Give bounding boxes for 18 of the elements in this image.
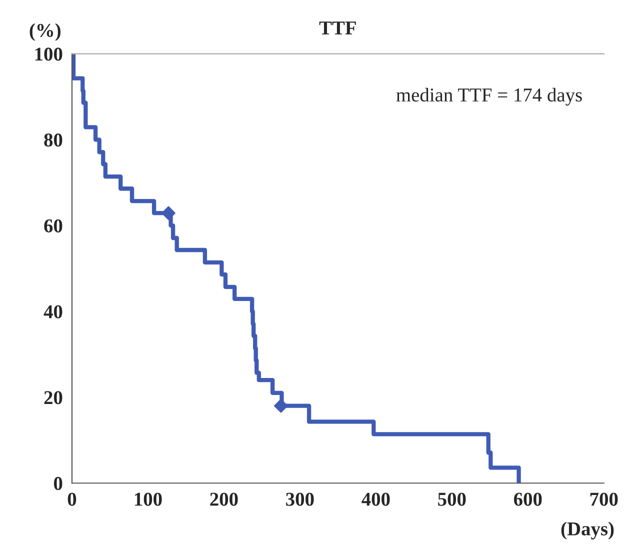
y-tick-label: 40: [44, 305, 62, 318]
y-tick-label: 60: [44, 219, 62, 232]
x-tick-label: 100: [134, 492, 162, 506]
y-tick-label: 100: [35, 48, 62, 61]
annotation: median TTF = 174 days: [396, 88, 582, 106]
y-tick-label: 0: [54, 476, 62, 490]
x-tick-label: 200: [210, 492, 238, 506]
y-axis-title: (%): [30, 23, 60, 41]
x-tick-label: 0: [68, 492, 76, 506]
x-tick-label: 700: [590, 492, 618, 506]
y-tick-label: 80: [44, 133, 62, 147]
x-tick-label: 300: [286, 492, 314, 506]
chart-title: TTF: [319, 22, 356, 34]
x-tick-label: 400: [362, 492, 390, 506]
y-tick-label: 20: [44, 391, 62, 404]
x-axis-title: (Days): [561, 522, 614, 540]
x-tick-label: 500: [438, 492, 466, 506]
x-tick-label: 600: [514, 492, 542, 506]
